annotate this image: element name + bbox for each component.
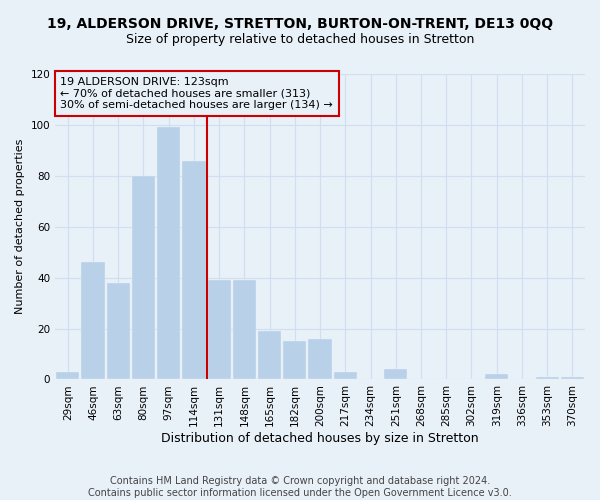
Bar (561, 377, 584, 380)
Bar (107, 282, 130, 380)
Bar (233, 280, 256, 380)
Bar (283, 342, 307, 380)
Bar (208, 280, 231, 380)
Bar (334, 372, 357, 380)
Bar (157, 128, 181, 380)
Text: 19, ALDERSON DRIVE, STRETTON, BURTON-ON-TRENT, DE13 0QQ: 19, ALDERSON DRIVE, STRETTON, BURTON-ON-… (47, 18, 553, 32)
Bar (258, 331, 281, 380)
Bar (485, 374, 508, 380)
Text: Contains HM Land Registry data © Crown copyright and database right 2024.
Contai: Contains HM Land Registry data © Crown c… (88, 476, 512, 498)
Y-axis label: Number of detached properties: Number of detached properties (15, 139, 25, 314)
Text: 19 ALDERSON DRIVE: 123sqm
← 70% of detached houses are smaller (313)
30% of semi: 19 ALDERSON DRIVE: 123sqm ← 70% of detac… (61, 77, 333, 110)
Bar (132, 176, 155, 380)
Bar (56, 372, 79, 380)
Bar (82, 262, 104, 380)
X-axis label: Distribution of detached houses by size in Stretton: Distribution of detached houses by size … (161, 432, 479, 445)
Bar (182, 160, 206, 380)
Bar (384, 370, 407, 380)
Bar (536, 377, 559, 380)
Text: Size of property relative to detached houses in Stretton: Size of property relative to detached ho… (126, 32, 474, 46)
Bar (308, 338, 332, 380)
